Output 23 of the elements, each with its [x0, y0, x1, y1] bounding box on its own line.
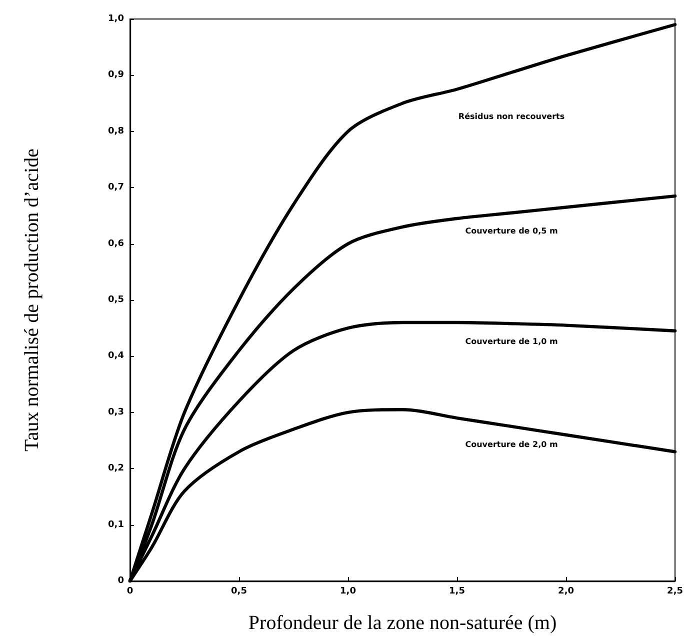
- y-tick-label: 0,9: [108, 70, 124, 80]
- y-tick-label: 0,1: [108, 520, 124, 530]
- x-tick-label: 1,0: [340, 586, 356, 596]
- y-tick-label: 0,4: [108, 351, 124, 362]
- y-axis-title: Taux normalisé de production d’acide: [21, 148, 43, 452]
- text: Résidus non recouverts: [458, 112, 565, 121]
- y-tick-label: 0: [118, 576, 124, 586]
- y-tick-label: 1,0: [108, 14, 124, 24]
- y-tick-label: 0,2: [108, 464, 124, 474]
- y-tick-label: 0,8: [108, 126, 124, 136]
- x-tick-label: 0: [126, 586, 134, 596]
- y-tick-label: 0,7: [108, 182, 124, 193]
- x-tick-label: 1,5: [449, 586, 465, 596]
- x-tick-label: 2,0: [558, 586, 574, 596]
- series-label: Couverture de 0,5 m: [465, 226, 558, 236]
- y-tick-label: 0,6: [108, 238, 124, 249]
- series-label: Couverture de 1,0 m: [465, 337, 558, 346]
- x-tick-label: 0,5: [231, 586, 247, 596]
- y-tick-label: 0,3: [108, 407, 124, 418]
- x-tick-label: 2,5: [667, 586, 684, 596]
- y-tick-label: 0,5: [108, 295, 124, 305]
- series-label: Couverture de 2,0 m: [465, 440, 558, 449]
- x-axis-title: Profondeur de la zone non-saturée (m): [248, 612, 557, 634]
